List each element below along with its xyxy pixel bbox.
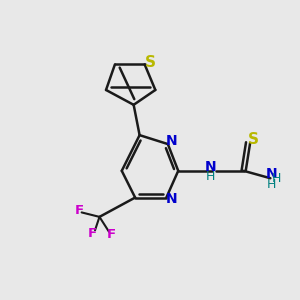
Text: H: H — [272, 172, 282, 185]
Text: H: H — [267, 178, 277, 191]
Text: F: F — [107, 228, 116, 241]
Text: S: S — [145, 55, 156, 70]
Text: N: N — [205, 160, 217, 174]
Text: N: N — [266, 167, 278, 182]
Text: H: H — [206, 170, 216, 183]
Text: F: F — [75, 204, 84, 218]
Text: N: N — [166, 134, 178, 148]
Text: N: N — [165, 192, 177, 206]
Text: F: F — [88, 227, 97, 240]
Text: S: S — [248, 132, 259, 147]
